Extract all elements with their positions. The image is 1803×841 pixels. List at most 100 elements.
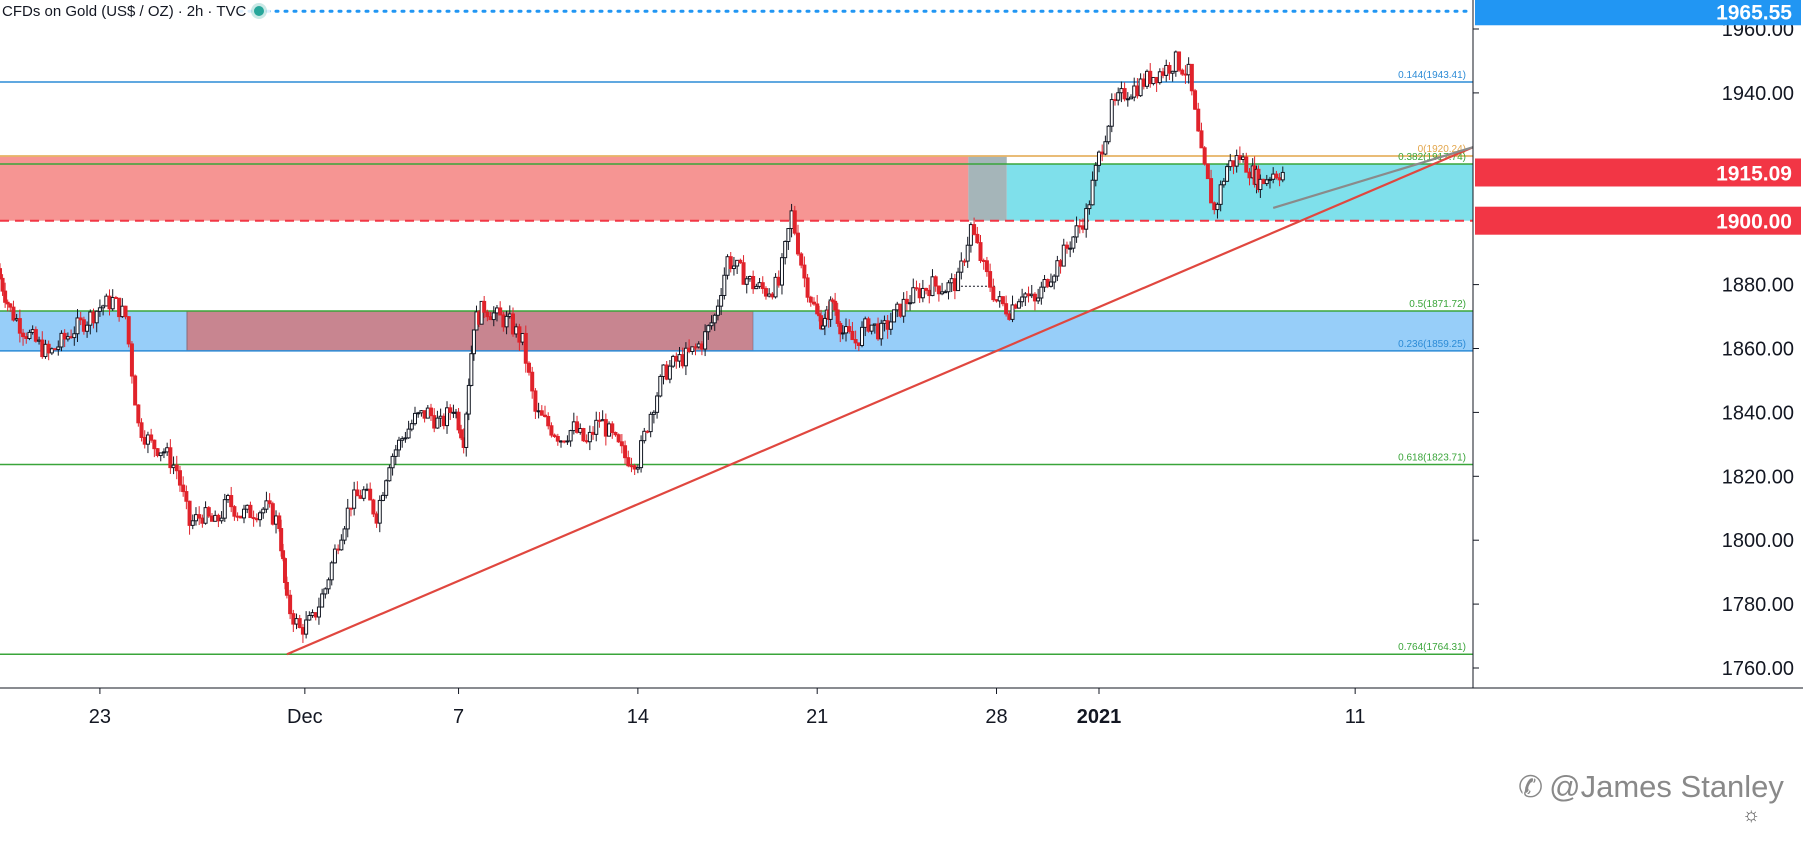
- candle-body: [744, 278, 749, 285]
- twitter-icon: ✆: [1518, 770, 1544, 804]
- source-label: TVC: [216, 2, 247, 20]
- candle-body: [345, 507, 350, 530]
- candle-body: [920, 287, 925, 299]
- candle-body: [24, 336, 29, 339]
- candle-body: [310, 612, 315, 616]
- candle-body: [936, 285, 941, 295]
- fib-label: 0.382(1917.74): [1398, 152, 1466, 163]
- candle-body: [786, 228, 791, 242]
- candle-body: [94, 310, 99, 324]
- candle-body: [441, 415, 446, 427]
- candle-body: [568, 430, 573, 442]
- candle-body: [757, 282, 762, 287]
- candle-body: [879, 322, 884, 340]
- candle-body: [387, 467, 392, 482]
- candle-body: [1145, 70, 1150, 87]
- candle-body: [1020, 296, 1025, 303]
- candle-body: [1221, 180, 1226, 186]
- candle-body: [763, 288, 768, 297]
- candle-body: [1112, 99, 1117, 102]
- candle-body: [251, 517, 256, 520]
- candle-body: [674, 355, 679, 362]
- price-label: 1965.55: [1716, 1, 1792, 24]
- candle-body: [232, 506, 237, 517]
- candle-body: [959, 260, 964, 273]
- candle-body: [510, 313, 515, 335]
- candle-body: [760, 282, 765, 290]
- candle-body: [526, 362, 531, 373]
- candle-body: [3, 290, 8, 303]
- candle-body: [294, 618, 299, 625]
- candle-body: [142, 436, 147, 445]
- candle-body: [594, 419, 599, 435]
- candle-body: [1170, 70, 1175, 74]
- candle-body: [962, 260, 967, 263]
- candle-body: [667, 365, 672, 380]
- candle-body: [1228, 160, 1233, 168]
- x-tick-label: 2021: [1077, 706, 1122, 728]
- candle-body: [65, 336, 70, 340]
- candle-body: [546, 415, 551, 427]
- candle-body: [1122, 88, 1127, 100]
- y-tick-label: 1780.00: [1722, 594, 1794, 616]
- candle-body: [393, 449, 398, 457]
- candle-body: [488, 316, 493, 321]
- candle-body: [639, 440, 644, 469]
- interval-label[interactable]: 2h: [186, 2, 204, 20]
- candle-body: [190, 520, 195, 526]
- candle-body: [642, 430, 647, 442]
- candle-body: [1061, 244, 1066, 267]
- gear-icon[interactable]: ☼: [1742, 804, 1761, 826]
- candle-body: [1271, 173, 1276, 180]
- candle-body: [197, 514, 202, 519]
- candle-body: [448, 407, 453, 413]
- candle-body: [658, 375, 663, 397]
- candle-body: [1129, 96, 1134, 100]
- candle-body: [712, 314, 717, 324]
- price-label-bg: [1475, 206, 1801, 235]
- candle-body: [222, 499, 227, 519]
- candle-body: [1116, 92, 1121, 101]
- symbol-title[interactable]: CFDs on Gold (US$ / OZ): [2, 2, 174, 20]
- candle-body: [703, 331, 708, 350]
- candle-body: [104, 295, 109, 307]
- candle-body: [494, 307, 499, 314]
- candle-body: [808, 296, 813, 303]
- candle-body: [206, 507, 211, 517]
- candle-body: [91, 311, 96, 324]
- candle-body: [40, 339, 45, 358]
- candle-body: [1016, 301, 1021, 309]
- candle-body: [930, 276, 935, 297]
- candle-body: [860, 326, 865, 346]
- candle-body: [575, 421, 580, 433]
- candle-body: [1138, 78, 1143, 97]
- candle-body: [432, 415, 437, 429]
- candle-body: [651, 411, 656, 415]
- candle-body: [683, 347, 688, 367]
- candle-body: [1225, 166, 1230, 182]
- candle-body: [536, 410, 541, 413]
- candle-body: [1052, 275, 1057, 283]
- candle-body: [1193, 90, 1198, 110]
- candle-body: [120, 305, 125, 318]
- candle-body: [459, 429, 464, 439]
- candle-body: [380, 494, 385, 501]
- candle-body: [892, 309, 897, 323]
- candle-body: [281, 550, 286, 560]
- y-tick-label: 1820.00: [1722, 466, 1794, 488]
- candle-body: [623, 445, 628, 459]
- candle-body: [37, 339, 42, 342]
- candle-body: [1036, 297, 1041, 302]
- candle-body: [661, 364, 666, 377]
- candle-body: [927, 289, 932, 297]
- candle-body: [161, 451, 166, 454]
- candle-body: [507, 313, 512, 317]
- candle-body: [626, 457, 631, 467]
- candle-body: [248, 504, 253, 519]
- candle-body: [1045, 279, 1050, 287]
- candle-body: [471, 329, 476, 355]
- candle-body: [1100, 151, 1105, 155]
- candle-body: [416, 412, 421, 415]
